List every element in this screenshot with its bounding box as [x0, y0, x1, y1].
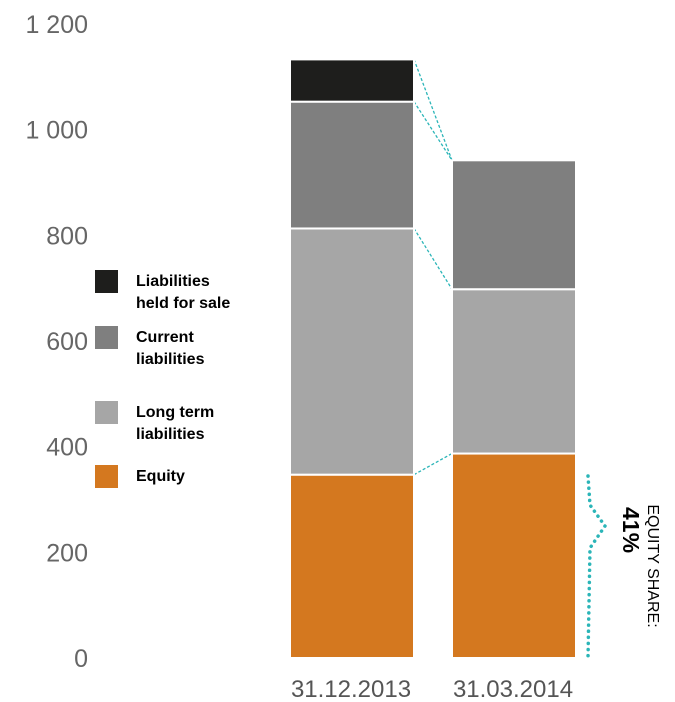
- connector-line: [413, 452, 453, 476]
- legend-swatch: [95, 401, 118, 424]
- bar-segment: [451, 288, 577, 455]
- bar-segment: [451, 452, 577, 659]
- bar-segment: [451, 159, 577, 291]
- legend: Liabilities held for sale Current liabiliti…: [95, 270, 230, 488]
- y-tick-label: 1 000: [25, 117, 88, 145]
- equity-share-brace: [586, 474, 608, 660]
- equity-share-label: EQUITY SHARE:: [644, 504, 661, 627]
- y-tick-label: 1 200: [25, 11, 88, 39]
- legend-swatch: [95, 270, 118, 293]
- y-tick-label: 600: [46, 328, 88, 356]
- y-tick-label: 0: [74, 645, 88, 673]
- legend-swatch: [95, 326, 118, 349]
- legend-label: Current liabilities: [136, 329, 205, 368]
- x-category-label: 31.12.2013: [291, 676, 411, 702]
- legend-label: Equity: [136, 468, 185, 485]
- y-axis-ticks: 0 200 400 600 800 1 000 1 200: [25, 11, 88, 673]
- y-tick-label: 800: [46, 222, 88, 250]
- connector-line: [413, 59, 453, 161]
- equity-share-annotation: EQUITY SHARE: 41%: [586, 474, 661, 660]
- x-axis-labels: 31.12.2013 31.03.2014: [291, 676, 573, 702]
- x-category-label: 31.03.2014: [453, 676, 573, 702]
- equity-share-value: 41%: [618, 507, 644, 553]
- connector-line: [413, 101, 453, 161]
- connector-lines: [413, 59, 453, 476]
- y-tick-label: 200: [46, 539, 88, 567]
- bars: [289, 58, 577, 659]
- bar-segment: [289, 227, 415, 476]
- connector-line: [413, 228, 453, 290]
- legend-swatch: [95, 465, 118, 488]
- bar-segment: [289, 100, 415, 230]
- y-tick-label: 400: [46, 434, 88, 462]
- bar-segment: [289, 473, 415, 659]
- legend-label: Liabilities held for sale: [136, 273, 230, 312]
- legend-label: Long term liabilities: [136, 404, 214, 443]
- bar-segment: [289, 58, 415, 103]
